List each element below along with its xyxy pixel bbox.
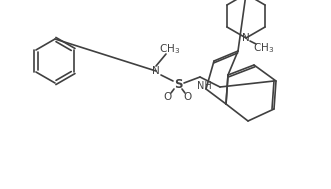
- Text: S: S: [174, 78, 182, 91]
- Text: O: O: [164, 92, 172, 102]
- Text: O: O: [184, 92, 192, 102]
- Text: CH$_3$: CH$_3$: [160, 42, 181, 56]
- Text: N: N: [242, 33, 250, 43]
- Text: CH$_3$: CH$_3$: [254, 41, 275, 55]
- Text: N: N: [152, 66, 160, 76]
- Text: NH: NH: [197, 81, 212, 91]
